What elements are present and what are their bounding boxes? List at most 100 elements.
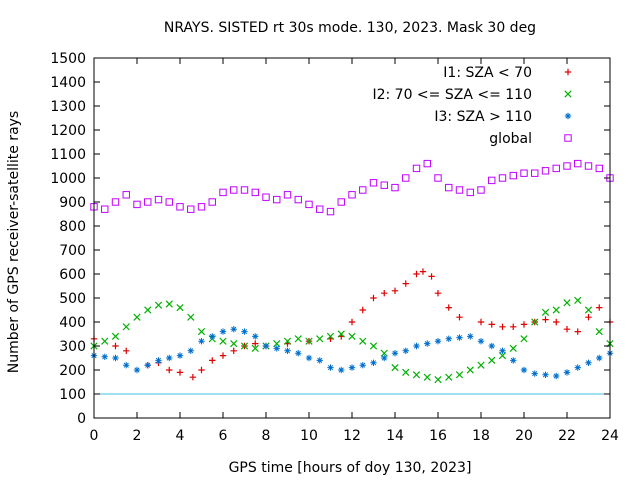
data-point (369, 179, 378, 187)
data-point (154, 195, 163, 204)
data-point (542, 371, 549, 378)
y-tick-label: 0 (77, 411, 86, 427)
data-point (520, 366, 528, 374)
data-point (273, 195, 281, 204)
data-point (273, 339, 281, 348)
x-tick-label: 18 (472, 428, 490, 444)
data-point (251, 188, 259, 197)
data-point (197, 327, 206, 336)
data-point (348, 191, 356, 199)
data-point (412, 164, 421, 173)
data-point (510, 357, 517, 364)
data-point (198, 338, 205, 345)
data-point (499, 323, 506, 330)
data-point (585, 314, 592, 321)
data-point (240, 186, 249, 194)
y-tick-label: 1000 (50, 171, 86, 187)
data-point (338, 366, 345, 374)
data-point (380, 181, 388, 189)
data-point (176, 303, 184, 312)
data-point (520, 321, 528, 328)
data-point (574, 328, 581, 335)
y-tick-label: 500 (59, 291, 86, 307)
data-point (499, 347, 506, 354)
data-point (520, 335, 528, 343)
data-point (445, 304, 452, 311)
legend-marker (564, 90, 572, 98)
data-point (155, 357, 162, 364)
data-point (553, 372, 560, 380)
data-point (230, 186, 238, 194)
data-point (412, 371, 421, 379)
data-point (208, 198, 216, 206)
data-point (552, 306, 560, 314)
data-point (283, 191, 292, 199)
data-point (101, 353, 108, 360)
data-point (316, 357, 323, 364)
data-point (101, 205, 109, 213)
data-point (563, 326, 571, 333)
data-point (455, 186, 464, 194)
data-point (563, 369, 571, 376)
data-point (154, 301, 163, 309)
data-point (348, 332, 356, 341)
data-point (337, 330, 345, 338)
data-point (424, 340, 431, 347)
data-point (595, 164, 603, 173)
x-tick-label: 6 (219, 428, 228, 444)
data-point (574, 296, 582, 305)
data-point (294, 195, 302, 204)
data-point (498, 351, 507, 360)
y-tick-label: 1500 (50, 51, 86, 67)
x-tick-label: 16 (429, 428, 447, 444)
data-point (531, 370, 538, 377)
x-tick-label: 2 (133, 428, 142, 444)
data-point (252, 333, 259, 340)
data-point (488, 321, 495, 328)
data-point (428, 273, 435, 280)
data-point (241, 328, 248, 335)
data-point (337, 198, 345, 206)
data-point (359, 337, 367, 345)
x-tick-label: 10 (300, 428, 318, 444)
data-point (219, 337, 227, 345)
data-point (510, 323, 517, 330)
data-point (391, 363, 399, 372)
data-point (477, 186, 485, 194)
data-point (230, 347, 237, 354)
data-point (326, 207, 335, 216)
y-tick-label: 1400 (50, 75, 86, 91)
data-point (165, 300, 173, 308)
data-point (488, 342, 495, 350)
data-point (369, 342, 378, 350)
data-point (413, 270, 420, 278)
data-point (434, 375, 442, 384)
data-point (144, 362, 151, 369)
data-point (531, 318, 539, 326)
y-tick-label: 400 (59, 315, 86, 331)
data-point (165, 198, 173, 206)
data-point (477, 318, 485, 326)
data-point (584, 306, 593, 314)
x-tick-label: 8 (262, 428, 271, 444)
data-point (445, 335, 452, 342)
legend-label: I3: SZA > 110 (434, 109, 532, 125)
x-tick-label: 4 (176, 428, 185, 444)
data-point (252, 340, 259, 347)
data-point (413, 342, 420, 350)
data-point (122, 191, 130, 199)
y-tick-label: 1100 (50, 147, 86, 163)
chart-title: NRAYS. SISTED rt 30s mode. 130, 2023. Ma… (164, 20, 536, 36)
data-point (230, 326, 237, 333)
data-point (402, 368, 410, 377)
data-point (359, 186, 367, 194)
legend: I1: SZA < 70 I2: 70 <= SZA <= 110 I3: SZA … (372, 65, 572, 147)
data-point (434, 338, 442, 345)
y-tick-label: 900 (59, 195, 86, 211)
data-point (123, 347, 130, 354)
data-point (456, 314, 463, 321)
data-point (273, 345, 280, 352)
data-point (262, 342, 270, 350)
data-point (391, 287, 399, 294)
